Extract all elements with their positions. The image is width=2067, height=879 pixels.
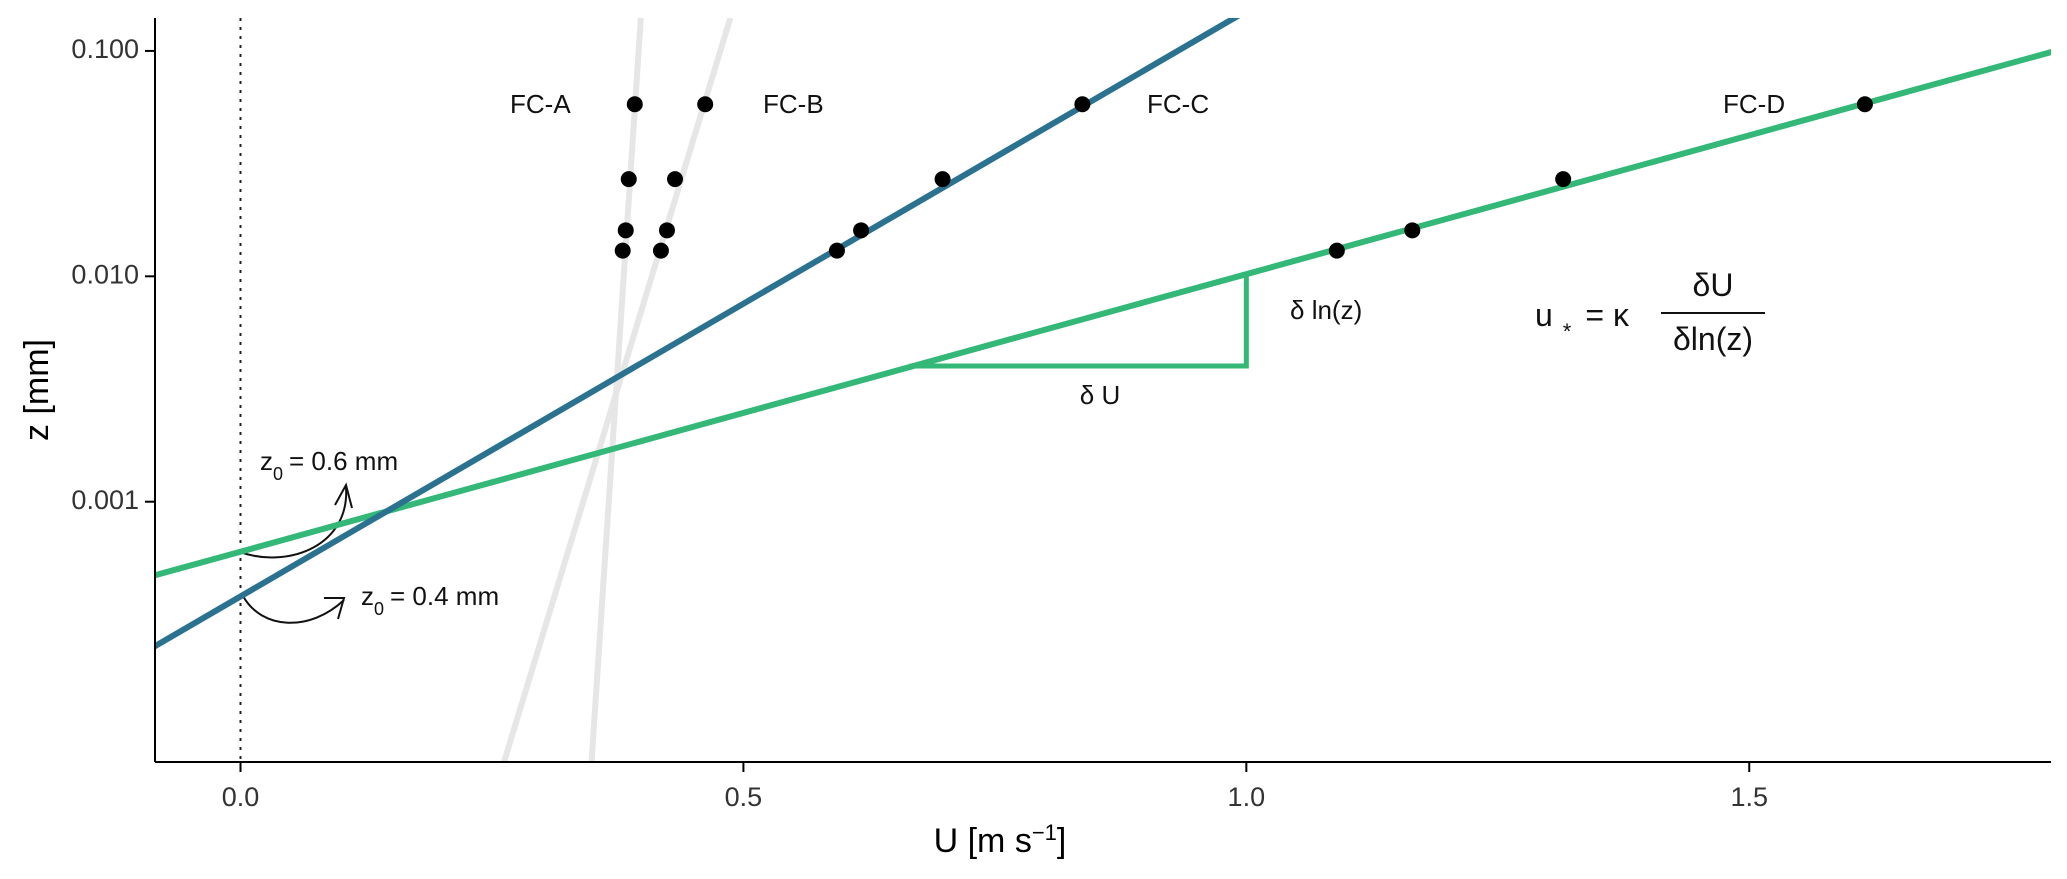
x-axis-title-sup: −1	[1032, 820, 1057, 845]
formula-lhs: u * = κ	[1535, 297, 1630, 344]
z0-upper-sub: 0	[273, 464, 283, 484]
formula-lhs-u: u	[1535, 297, 1553, 333]
y-tick-label-0: 0.001	[71, 485, 139, 515]
data-point-fc-d-2	[1555, 171, 1572, 188]
x-tick-label-3: 1.5	[1730, 782, 1768, 812]
data-point-fc-a-2	[620, 171, 637, 188]
z0-upper-sym: z	[260, 446, 273, 476]
data-point-fc-c-0	[828, 242, 845, 259]
z0-lower-value: = 0.4 mm	[390, 581, 499, 611]
formula-denominator: δln(z)	[1673, 321, 1753, 357]
y-tick-label-1: 0.010	[71, 259, 139, 289]
x-tick-label-2: 1.0	[1228, 782, 1266, 812]
delta-lnz-label: δ ln(z)	[1290, 295, 1362, 325]
x-tick-label-0: 0.0	[222, 782, 260, 812]
formula-numerator: δU	[1693, 267, 1734, 303]
formula-mid: = κ	[1585, 297, 1630, 333]
formula-lhs-sub: *	[1563, 319, 1572, 344]
data-point-fc-a-1	[617, 222, 634, 239]
z0-lower-label: z0 = 0.4 mm	[361, 581, 499, 619]
y-axis-title: z [mm]	[18, 339, 56, 441]
data-point-fc-c-3	[1074, 96, 1091, 113]
slope-triangle	[909, 273, 1249, 369]
fit-line-fc-b	[501, 18, 734, 762]
z0-lower-sym: z	[361, 581, 374, 611]
z0-upper-value: = 0.6 mm	[289, 446, 398, 476]
data-point-fc-a-3	[626, 96, 643, 113]
series-label-fc-d: FC-D	[1723, 89, 1785, 119]
x-axis-title: U [m s−1]	[934, 820, 1067, 861]
data-point-fc-b-3	[697, 96, 714, 113]
y-tick-label-2: 0.100	[71, 34, 139, 64]
series-label-fc-c: FC-C	[1147, 89, 1209, 119]
series-label-fc-a: FC-A	[510, 89, 571, 119]
data-point-fc-a-0	[614, 242, 631, 259]
data-point-fc-d-3	[1856, 96, 1873, 113]
x-tick-label-1: 0.5	[725, 782, 763, 812]
data-point-fc-c-2	[934, 171, 951, 188]
data-point-fc-b-0	[652, 242, 669, 259]
z0-upper-arrow	[242, 486, 348, 559]
delta-u-label: δ U	[1080, 380, 1120, 410]
x-axis-title-end: ]	[1057, 822, 1066, 860]
z0-lower-sub: 0	[374, 599, 384, 619]
fit-line-fc-c	[155, 18, 1241, 650]
series-label-fc-b: FC-B	[763, 89, 824, 119]
data-point-fc-b-2	[667, 171, 684, 188]
z0-lower-arrowhead	[324, 597, 346, 620]
data-point-fc-b-1	[658, 222, 675, 239]
z0-upper-label: z0 = 0.6 mm	[260, 446, 398, 484]
x-axis-title-main: U [m s	[934, 822, 1032, 860]
fit-line-fc-d	[155, 48, 2051, 579]
data-point-fc-c-1	[853, 222, 870, 239]
data-point-fc-d-0	[1328, 242, 1345, 259]
z0-lower-arrow	[242, 595, 345, 624]
data-point-fc-d-1	[1404, 222, 1421, 239]
z0-upper-arrowhead	[334, 482, 353, 509]
